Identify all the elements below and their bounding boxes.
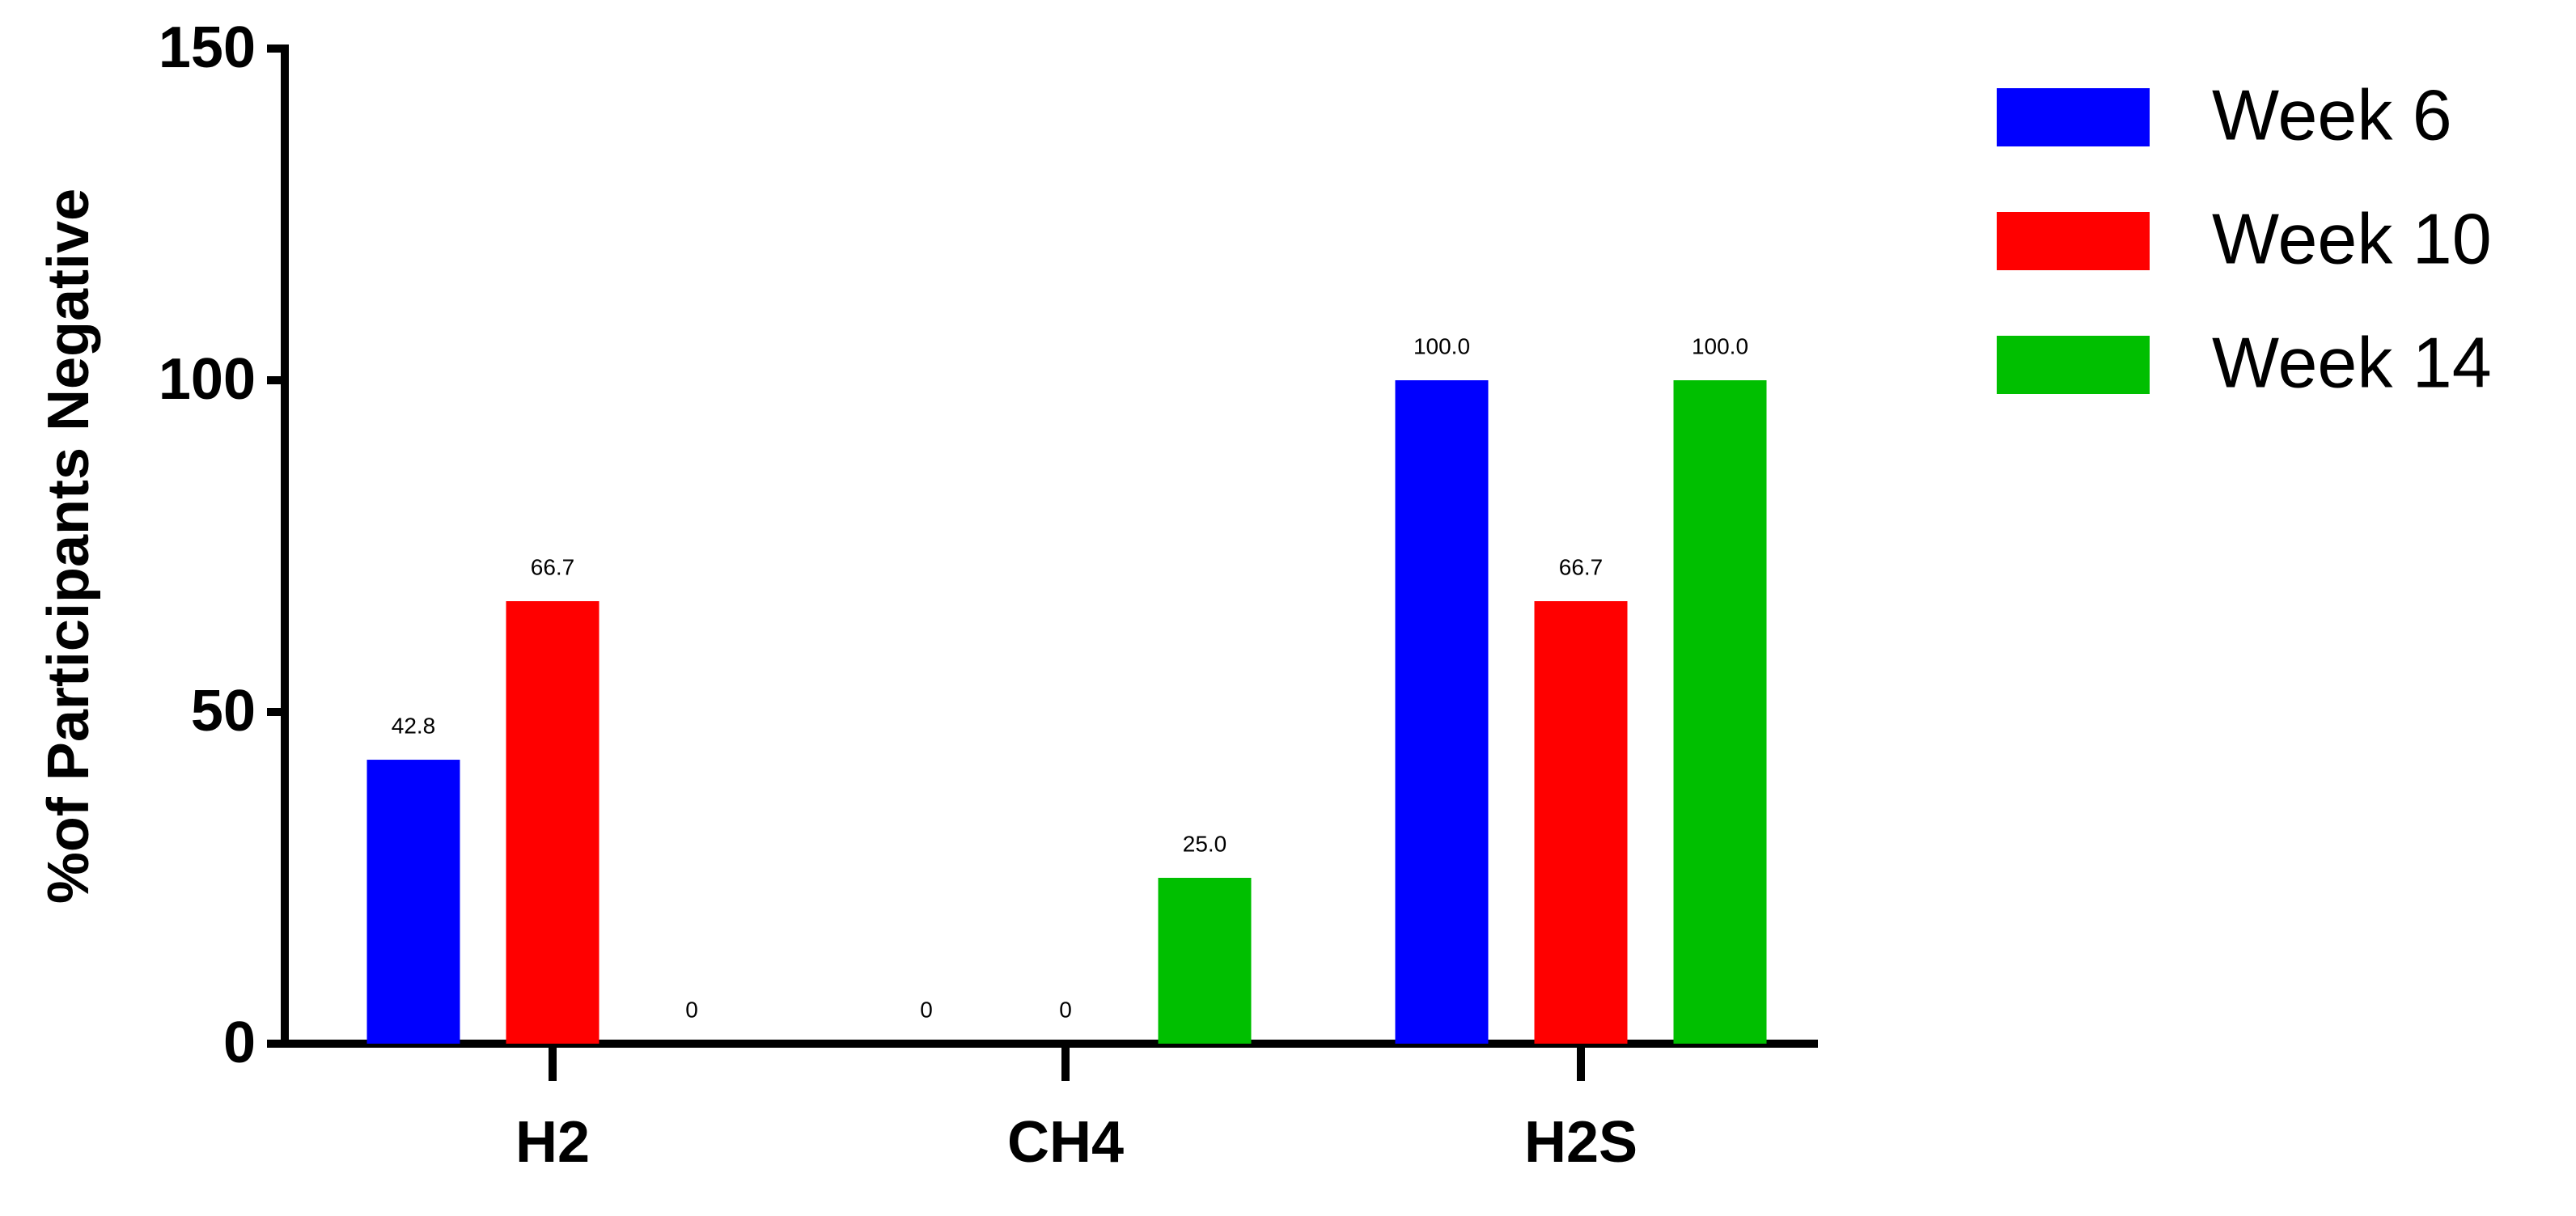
bar xyxy=(1395,380,1489,1044)
bar xyxy=(1158,878,1252,1044)
bar xyxy=(1534,601,1628,1044)
value-label: 66.7 xyxy=(531,554,575,579)
value-label: 42.8 xyxy=(392,713,436,738)
legend-label: Week 10 xyxy=(2212,198,2492,278)
value-label: 25.0 xyxy=(1183,831,1227,856)
y-tick-label: 50 xyxy=(191,679,256,744)
value-label: 66.7 xyxy=(1559,554,1604,579)
y-axis-title: %of Participants Negative xyxy=(36,189,101,904)
value-label: 100.0 xyxy=(1413,333,1470,358)
bar xyxy=(366,760,460,1044)
bar xyxy=(506,601,600,1044)
y-tick-label: 100 xyxy=(159,347,256,412)
value-label: 0 xyxy=(920,997,933,1022)
legend-swatch xyxy=(1997,88,2150,146)
x-tick-label: CH4 xyxy=(1007,1110,1124,1175)
legend-label: Week 14 xyxy=(2212,322,2492,402)
x-tick-label: H2 xyxy=(515,1110,590,1175)
value-label: 100.0 xyxy=(1692,333,1748,358)
y-tick-label: 0 xyxy=(223,1011,256,1075)
legend-label: Week 6 xyxy=(2212,74,2452,155)
x-tick-label: H2S xyxy=(1524,1110,1638,1175)
legend-swatch xyxy=(1997,336,2150,394)
legend-swatch xyxy=(1997,212,2150,270)
value-label: 0 xyxy=(1059,997,1072,1022)
bar xyxy=(1673,380,1767,1044)
y-tick-label: 150 xyxy=(159,15,256,80)
value-label: 0 xyxy=(685,997,698,1022)
